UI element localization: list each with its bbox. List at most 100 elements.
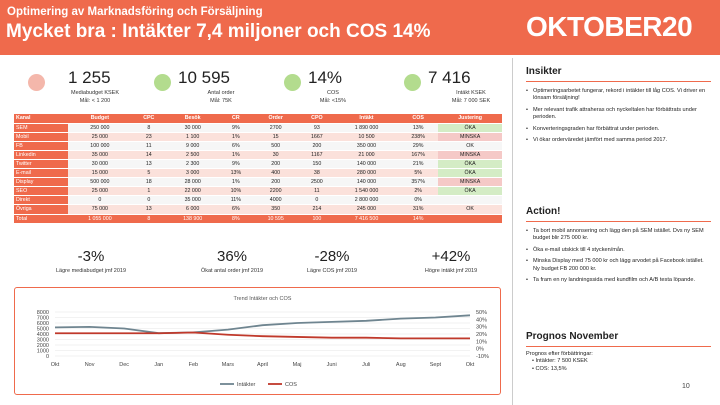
kpi2-mediabudget: -3% Lägre mediabudget jmf 2019 (26, 248, 156, 274)
table-cell (438, 195, 502, 206)
total-cell: 8% (219, 214, 253, 224)
table-cell: 167% (398, 150, 439, 160)
table-cell: 22 000 (166, 186, 220, 197)
table-cell: MINSKA (438, 177, 502, 188)
kpi-value: 1 255 (68, 68, 111, 87)
header-bar: Optimering av Marknadsföring och Försälj… (0, 0, 720, 55)
status-dot (404, 74, 421, 91)
total-cell: 10 595 (252, 214, 299, 224)
column-header: CPO (298, 114, 335, 124)
table-cell: 250 000 (68, 123, 132, 133)
prognosis-line: Prognos efter förbättringar: (526, 351, 593, 357)
kpi-value: 7 416 (428, 68, 471, 87)
action-list: Ta bort mobil annonsering och lägg den p… (526, 228, 706, 288)
channel-table: Kanal Budget CPC Besök CR Order CPO Intäkt COS Ju… (14, 114, 502, 224)
action-rule (526, 221, 711, 222)
status-dot (28, 74, 45, 91)
table-cell: 75 000 (68, 204, 132, 215)
table-cell: 21 000 (334, 150, 399, 160)
x-tick-label: Dec (119, 362, 129, 368)
table-cell: 200 (298, 141, 335, 151)
x-tick-label: Nov (85, 362, 95, 368)
page-number: 10 (682, 383, 690, 390)
total-row: Total 1 055 000 8 138 900 8% 10 595 100 7 416 5… (14, 214, 502, 224)
total-cell: 1 055 000 (68, 214, 132, 224)
table-cell: 15 000 (68, 168, 132, 179)
kpi-label: Intäkt KSEK Mål: 7 000 SEK (451, 90, 491, 104)
table-cell: 3 000 (166, 168, 220, 179)
table-cell: 357% (398, 177, 439, 188)
header-subtitle: Optimering av Marknadsföring och Försälj… (7, 6, 263, 18)
kpi-label: Mediabudget KSEK Mål: < 1 200 (70, 90, 119, 104)
table-cell: 1667 (298, 132, 335, 142)
x-tick-label: Jan (154, 362, 163, 368)
table-cell: 18 (131, 177, 167, 188)
table-cell: 28 000 (166, 177, 220, 188)
table-row: FB 100 000 11 9 000 6% 500 200 350 000 29% OK (14, 141, 502, 151)
total-cell: 7 416 500 (334, 214, 399, 224)
prognosis-title: Prognos November (526, 331, 619, 342)
table-cell: 10 500 (334, 132, 399, 142)
bullet-item: Ta bort mobil annonsering och lägg den p… (526, 228, 706, 243)
kpi-label: COS Mål: <15% (319, 90, 347, 104)
table-row: Övriga 75 000 13 6 000 6% 350 214 245 000 31% OK (14, 204, 502, 215)
table-cell: 11 (131, 141, 167, 151)
y-tick-right: 0% (476, 347, 484, 353)
kpi-orders: 10 595 Antal order Mål: 75K (154, 68, 274, 114)
table-cell: 500 (252, 141, 299, 151)
table-cell: 140 000 (334, 159, 399, 170)
table-cell: 9% (219, 159, 253, 170)
prognosis-line: • COS: 13,5% (532, 365, 567, 372)
table-row: SEO 25 000 1 22 000 10% 2200 11 1 540 000 2% ÖKA (14, 186, 502, 197)
column-header: Besök (166, 114, 220, 124)
total-cell: 100 (298, 214, 335, 224)
table-cell: 5 (131, 168, 167, 179)
y-tick-left: 1000 (37, 349, 49, 355)
channel-name: Övriga (14, 204, 69, 215)
channel-name: Mobil (14, 132, 69, 142)
table-cell: 350 000 (334, 141, 399, 151)
y-tick-right: 20% (476, 332, 487, 338)
table-cell: OK (438, 204, 502, 215)
table-cell: 350 (252, 204, 299, 215)
kpi-mediabudget: 1 255 Mediabudget KSEK Mål: < 1 200 (28, 68, 148, 114)
table-cell: 0 (298, 195, 335, 206)
legend-label: Intäkter (237, 382, 256, 388)
series-line-cos (55, 331, 470, 340)
channel-name: E-mail (14, 168, 69, 179)
y-tick-left: 5000 (37, 327, 49, 333)
x-tick-label: April (257, 362, 268, 368)
table-cell: 214 (298, 204, 335, 215)
series-line-intäkter (54, 314, 471, 335)
column-header: CR (219, 114, 253, 124)
table-cell: 25 000 (68, 132, 132, 142)
period-label: OKTOBER20 (526, 11, 693, 42)
table-cell: 23 (131, 132, 167, 142)
bullet-item: Minska Display med 75 000 kr och lägg ar… (526, 258, 706, 273)
column-header: Kanal (14, 114, 69, 124)
table-cell: 6% (219, 141, 253, 151)
kpi2-label: Lägre mediabudget jmf 2019 (55, 268, 127, 274)
prognosis-line: • Intäkter: 7 500 KSEK (532, 358, 588, 365)
table-cell: 1167 (298, 150, 335, 160)
kpi2-cos: -28% Lägre COS jmf 2019 (267, 248, 397, 274)
kpi-cos: 14% COS Mål: <15% (284, 68, 404, 114)
y-tick-right: 30% (476, 325, 487, 331)
y-tick-left: 3000 (37, 338, 49, 344)
y-tick-right: 40% (476, 317, 487, 323)
kpi-value: 14% (308, 68, 343, 87)
table-cell: 1% (219, 177, 253, 188)
table-cell: MINSKA (438, 132, 502, 142)
y-tick-left: 4000 (37, 332, 49, 338)
table-header-row: Kanal Budget CPC Besök CR Order CPO Intäkt COS Ju… (14, 114, 502, 124)
table-cell: 6% (219, 204, 253, 215)
bullet-item: Ta fram en ny landningssida med kundfilm… (526, 277, 706, 285)
table-cell: 14 (131, 150, 167, 160)
column-header: COS (398, 114, 439, 124)
chart-title: Trend Intäkter och COS (234, 296, 292, 302)
table-cell: 30 000 (166, 123, 220, 133)
table-cell: 0 (68, 195, 132, 206)
table-cell: 6 000 (166, 204, 220, 215)
y-tick-right: -10% (476, 354, 489, 360)
bullet-item: Optimeringsarbetet fungerar, rekord i in… (526, 88, 706, 103)
